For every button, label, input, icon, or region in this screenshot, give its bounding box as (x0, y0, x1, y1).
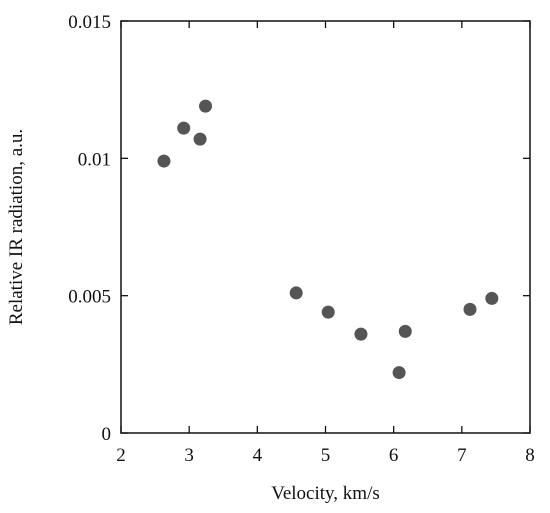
y-tick-label: 0.01 (78, 149, 111, 170)
data-point (398, 324, 412, 338)
x-tick-label: 7 (457, 445, 467, 466)
x-tick-label: 2 (116, 445, 126, 466)
x-axis-ticks: 2 3 4 5 6 7 8 (116, 21, 535, 466)
data-point (199, 99, 213, 113)
data-points (157, 99, 499, 380)
y-tick-label: 0 (102, 424, 112, 445)
y-axis-label: Relative IR radiation, a.u. (6, 129, 27, 325)
data-point (289, 286, 303, 300)
data-point (177, 121, 191, 135)
data-point (193, 132, 207, 146)
x-tick-label: 5 (321, 445, 331, 466)
y-tick-label: 0.005 (68, 287, 111, 308)
data-point (157, 154, 171, 168)
data-point (485, 291, 499, 305)
data-point (463, 302, 477, 316)
data-point (354, 327, 368, 341)
x-tick-label: 8 (525, 445, 535, 466)
data-point (321, 305, 335, 319)
x-tick-label: 6 (389, 445, 399, 466)
x-axis-label: Velocity, km/s (271, 483, 380, 504)
y-tick-label: 0.015 (68, 12, 111, 33)
plot-frame (120, 20, 531, 434)
x-tick-label: 3 (184, 445, 194, 466)
data-point (392, 366, 406, 380)
y-axis-ticks: 0 0.005 0.01 0.015 (68, 12, 530, 445)
x-tick-label: 4 (253, 445, 263, 466)
